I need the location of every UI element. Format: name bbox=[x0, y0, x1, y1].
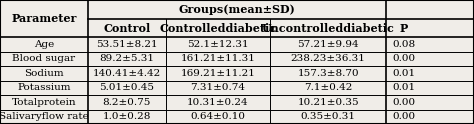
Text: 10.21±0.35: 10.21±0.35 bbox=[297, 98, 359, 107]
Text: Controlleddiabetic: Controlleddiabetic bbox=[159, 23, 277, 34]
Text: 0.35±0.31: 0.35±0.31 bbox=[301, 112, 356, 121]
Text: 140.41±4.42: 140.41±4.42 bbox=[93, 69, 161, 78]
Text: P: P bbox=[400, 23, 408, 34]
Text: 161.21±11.31: 161.21±11.31 bbox=[181, 54, 255, 63]
Text: 157.3±8.70: 157.3±8.70 bbox=[297, 69, 359, 78]
Text: 7.1±0.42: 7.1±0.42 bbox=[304, 83, 353, 92]
Text: 0.00: 0.00 bbox=[392, 98, 416, 107]
Text: 0.08: 0.08 bbox=[392, 40, 416, 49]
Text: Totalprotein: Totalprotein bbox=[11, 98, 76, 107]
Text: 52.1±12.31: 52.1±12.31 bbox=[187, 40, 249, 49]
Text: Parameter: Parameter bbox=[11, 13, 76, 24]
Text: Sodium: Sodium bbox=[24, 69, 64, 78]
Text: Potassium: Potassium bbox=[17, 83, 71, 92]
Text: 57.21±9.94: 57.21±9.94 bbox=[297, 40, 359, 49]
Text: 169.21±11.21: 169.21±11.21 bbox=[181, 69, 255, 78]
Text: 1.0±0.28: 1.0±0.28 bbox=[102, 112, 151, 121]
Text: 8.2±0.75: 8.2±0.75 bbox=[102, 98, 151, 107]
Text: 7.31±0.74: 7.31±0.74 bbox=[191, 83, 246, 92]
Text: 0.01: 0.01 bbox=[392, 69, 416, 78]
Text: Groups(mean±SD): Groups(mean±SD) bbox=[179, 4, 295, 15]
Text: 0.64±0.10: 0.64±0.10 bbox=[191, 112, 246, 121]
Text: 5.01±0.45: 5.01±0.45 bbox=[99, 83, 155, 92]
Text: 53.51±8.21: 53.51±8.21 bbox=[96, 40, 158, 49]
Text: 0.00: 0.00 bbox=[392, 54, 416, 63]
Text: 238.23±36.31: 238.23±36.31 bbox=[291, 54, 365, 63]
Text: Uncontrolleddiabetic: Uncontrolleddiabetic bbox=[262, 23, 395, 34]
Text: Age: Age bbox=[34, 40, 54, 49]
Text: 89.2±5.31: 89.2±5.31 bbox=[99, 54, 155, 63]
Text: Salivaryflow rate: Salivaryflow rate bbox=[0, 112, 89, 121]
Text: 0.00: 0.00 bbox=[392, 112, 416, 121]
Text: 10.31±0.24: 10.31±0.24 bbox=[187, 98, 249, 107]
Text: Control: Control bbox=[103, 23, 150, 34]
Text: 0.01: 0.01 bbox=[392, 83, 416, 92]
Text: Blood sugar: Blood sugar bbox=[12, 54, 75, 63]
